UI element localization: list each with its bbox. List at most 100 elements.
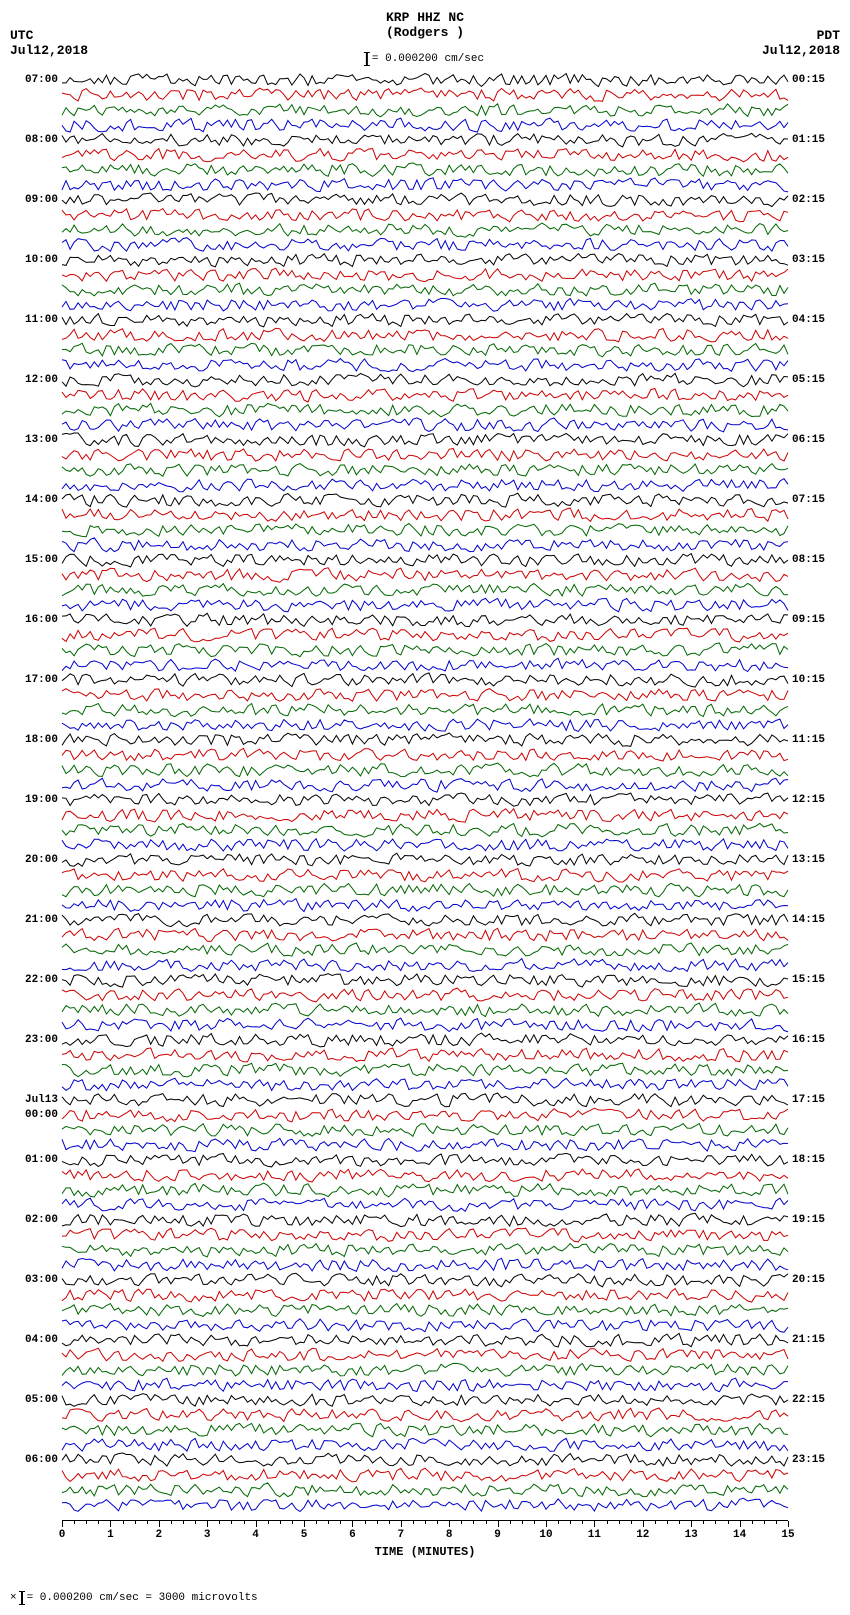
x-minor-tick xyxy=(147,1521,148,1524)
x-minor-tick xyxy=(280,1521,281,1524)
trace-row xyxy=(62,823,788,838)
x-minor-tick xyxy=(728,1521,729,1524)
trace-row xyxy=(62,943,788,958)
x-tick xyxy=(788,1521,789,1527)
x-tick-label: 0 xyxy=(59,1529,66,1541)
trace-row xyxy=(62,1393,788,1408)
x-minor-tick xyxy=(764,1521,765,1524)
utc-label: 20:00 xyxy=(25,854,58,866)
trace-row xyxy=(62,1498,788,1513)
x-minor-tick xyxy=(74,1521,75,1524)
utc-label: 10:00 xyxy=(25,254,58,266)
date-left: Jul12,2018 xyxy=(10,43,88,58)
x-minor-tick xyxy=(292,1521,293,1524)
trace-row xyxy=(62,1453,788,1468)
pdt-label: 16:15 xyxy=(792,1034,825,1046)
tz-left: UTC xyxy=(10,28,33,43)
trace-row xyxy=(62,253,788,268)
scale-text: = 0.000200 cm/sec xyxy=(372,53,484,65)
x-tick xyxy=(594,1521,595,1527)
utc-label: 09:00 xyxy=(25,194,58,206)
seismogram-container: KRP HHZ NC (Rodgers ) = 0.000200 cm/sec … xyxy=(10,10,840,1605)
x-minor-tick xyxy=(98,1521,99,1524)
pdt-label: 06:15 xyxy=(792,434,825,446)
trace-row xyxy=(62,178,788,193)
trace-row xyxy=(62,1138,788,1153)
x-tick-label: 12 xyxy=(636,1529,649,1541)
trace-row xyxy=(62,718,788,733)
x-tick xyxy=(110,1521,111,1527)
x-minor-tick xyxy=(558,1521,559,1524)
trace-row xyxy=(62,298,788,313)
trace-row xyxy=(62,283,788,298)
utc-label: 23:00 xyxy=(25,1034,58,1046)
trace-row xyxy=(62,658,788,673)
pdt-label: 20:15 xyxy=(792,1274,825,1286)
trace-row xyxy=(62,373,788,388)
x-minor-tick xyxy=(328,1521,329,1524)
pdt-label: 18:15 xyxy=(792,1154,825,1166)
trace-row xyxy=(62,973,788,988)
x-minor-tick xyxy=(534,1521,535,1524)
trace-row xyxy=(62,1303,788,1318)
x-axis-title: TIME (MINUTES) xyxy=(375,1545,476,1559)
x-tick xyxy=(159,1521,160,1527)
x-tick-label: 1 xyxy=(107,1529,114,1541)
pdt-label: 04:15 xyxy=(792,314,825,326)
x-tick-label: 8 xyxy=(446,1529,453,1541)
x-minor-tick xyxy=(183,1521,184,1524)
pdt-label: 09:15 xyxy=(792,614,825,626)
trace-row xyxy=(62,313,788,328)
x-tick-label: 10 xyxy=(539,1529,552,1541)
trace-row xyxy=(62,238,788,253)
x-minor-tick xyxy=(522,1521,523,1524)
trace-row xyxy=(62,1333,788,1348)
x-tick xyxy=(256,1521,257,1527)
utc-label: 05:00 xyxy=(25,1394,58,1406)
utc-label: 13:00 xyxy=(25,434,58,446)
utc-label: 18:00 xyxy=(25,734,58,746)
x-minor-tick xyxy=(86,1521,87,1524)
pdt-label: 21:15 xyxy=(792,1334,825,1346)
utc-label: 21:00 xyxy=(25,914,58,926)
pdt-label: 02:15 xyxy=(792,194,825,206)
footer-text: = 0.000200 cm/sec = 3000 microvolts xyxy=(27,1592,258,1604)
trace-row xyxy=(62,133,788,148)
x-tick-label: 9 xyxy=(494,1529,501,1541)
x-tick-label: 14 xyxy=(733,1529,746,1541)
trace-row xyxy=(62,1258,788,1273)
trace-row xyxy=(62,418,788,433)
trace-row xyxy=(62,388,788,403)
x-minor-tick xyxy=(473,1521,474,1524)
trace-row xyxy=(62,208,788,223)
x-minor-tick xyxy=(377,1521,378,1524)
x-minor-tick xyxy=(171,1521,172,1524)
trace-row xyxy=(62,1363,788,1378)
trace-row xyxy=(62,1093,788,1108)
x-tick xyxy=(546,1521,547,1527)
utc-label: Jul13 xyxy=(25,1094,58,1106)
trace-row xyxy=(62,868,788,883)
utc-label: 16:00 xyxy=(25,614,58,626)
x-minor-tick xyxy=(667,1521,668,1524)
pdt-label: 15:15 xyxy=(792,974,825,986)
x-minor-tick xyxy=(268,1521,269,1524)
x-minor-tick xyxy=(231,1521,232,1524)
trace-row xyxy=(62,1318,788,1333)
trace-row xyxy=(62,853,788,868)
trace-row xyxy=(62,463,788,478)
utc-label: 17:00 xyxy=(25,674,58,686)
trace-row xyxy=(62,1198,788,1213)
trace-row xyxy=(62,1018,788,1033)
trace-row xyxy=(62,643,788,658)
trace-row xyxy=(62,1078,788,1093)
x-tick xyxy=(691,1521,692,1527)
scale-bar-icon xyxy=(21,1591,23,1605)
trace-row xyxy=(62,628,788,643)
x-minor-tick xyxy=(425,1521,426,1524)
pdt-label: 05:15 xyxy=(792,374,825,386)
x-tick-label: 13 xyxy=(685,1529,698,1541)
trace-row xyxy=(62,703,788,718)
trace-row xyxy=(62,688,788,703)
trace-row xyxy=(62,673,788,688)
